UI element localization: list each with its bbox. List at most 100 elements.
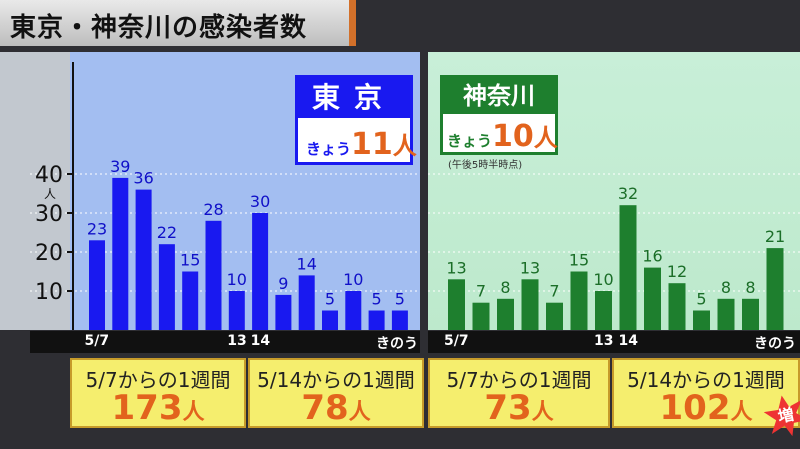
title-bar: 東京・神奈川の感染者数 xyxy=(0,0,356,46)
tokyo-today-value: 11 xyxy=(351,127,393,162)
bar-value-label: 14 xyxy=(297,254,317,273)
summary-value: 102 xyxy=(659,388,731,428)
summary-caption: 5/14からの1週間 xyxy=(627,368,785,392)
bar-value-label: 5 xyxy=(696,290,706,309)
bar xyxy=(158,244,175,330)
bar xyxy=(595,291,612,330)
bar xyxy=(497,298,514,330)
bar xyxy=(546,302,563,330)
summary-value-line: 173人 xyxy=(72,388,244,428)
bar-value-label: 12 xyxy=(667,262,687,281)
kanagawa-time-note: (午後5時半時点) xyxy=(448,160,523,171)
bar-value-label: 36 xyxy=(133,169,153,188)
bar-value-label: 5 xyxy=(325,290,335,309)
bar xyxy=(298,275,315,330)
summary-value-line: 78人 xyxy=(250,388,422,428)
tokyo-today-label: きょう xyxy=(306,140,352,158)
y-tick-label: 10 xyxy=(35,280,63,305)
bar xyxy=(766,248,784,330)
x-tick-label: 5/7 xyxy=(444,333,469,349)
bar-value-label: 32 xyxy=(618,184,638,203)
summary-caption: 5/7からの1週間 xyxy=(85,368,231,392)
x-tick-label: 14 xyxy=(618,333,638,349)
bar-value-label: 23 xyxy=(87,219,107,238)
bar-value-label: 8 xyxy=(745,278,755,297)
bar xyxy=(644,267,661,330)
y-tick-label: 40 xyxy=(35,163,63,188)
bar-value-label: 8 xyxy=(500,278,510,297)
summary-caption: 5/14からの1週間 xyxy=(257,368,415,392)
summary-unit: 人 xyxy=(730,400,753,425)
tokyo-today-line: きょう11人 xyxy=(306,126,417,162)
bar xyxy=(742,298,759,330)
bar xyxy=(112,177,129,330)
x-tick-label: きのう xyxy=(376,336,418,352)
bar-value-label: 7 xyxy=(549,282,559,301)
summary-unit: 人 xyxy=(182,400,205,425)
bar xyxy=(717,298,735,330)
kanagawa-today-line: きょう10人 xyxy=(447,118,558,154)
kanagawa-today-value: 10 xyxy=(492,119,534,154)
bar xyxy=(693,310,710,330)
summary-value-line: 73人 xyxy=(430,388,608,428)
summary-unit: 人 xyxy=(348,400,371,425)
bar xyxy=(322,310,338,330)
bar xyxy=(521,279,539,330)
kanagawa-today-unit: 人 xyxy=(533,124,558,152)
summary-value: 78 xyxy=(301,388,349,428)
bar xyxy=(89,240,105,330)
bar xyxy=(275,294,292,330)
bar-value-label: 9 xyxy=(278,274,288,293)
bar xyxy=(135,189,152,330)
bar-value-label: 10 xyxy=(343,270,363,289)
kanagawa-today-label: きょう xyxy=(447,132,493,150)
summary-value: 173 xyxy=(111,388,183,428)
bar xyxy=(619,205,637,330)
bar-value-label: 5 xyxy=(395,290,405,309)
bar xyxy=(391,310,408,330)
bar xyxy=(368,310,385,330)
bar-value-label: 13 xyxy=(520,258,540,277)
bar-value-label: 28 xyxy=(203,200,223,219)
tokyo-today-unit: 人 xyxy=(392,132,417,160)
y-unit-label: 人 xyxy=(44,187,56,201)
summary-value-line: 102人 xyxy=(614,388,798,428)
tokyo-name-label: 東京 xyxy=(298,78,410,118)
bar xyxy=(472,302,490,330)
bar-value-label: 16 xyxy=(642,247,662,266)
x-tick-label: 13 xyxy=(594,333,614,349)
kanagawa-panel: 13 7 8 13 7 15 10 32 16 12 5 8 8 21 xyxy=(428,52,800,330)
y-tick-label: 20 xyxy=(35,241,63,266)
bar-value-label: 13 xyxy=(446,258,466,277)
bar-value-label: 5 xyxy=(372,290,382,309)
summary-box: 5/14からの1週間 102人 xyxy=(612,358,800,428)
bar-value-label: 15 xyxy=(180,251,200,270)
summary-caption: 5/7からの1週間 xyxy=(446,368,592,392)
bar-value-label: 21 xyxy=(765,227,785,246)
summary-box: 5/7からの1週間 73人 xyxy=(428,358,610,428)
bar xyxy=(182,271,199,330)
x-tick-label: 14 xyxy=(250,333,271,349)
bar xyxy=(570,271,588,330)
summary-unit: 人 xyxy=(531,400,554,425)
tokyo-today-box: 東京 きょう11人 xyxy=(295,75,417,165)
x-tick-label: 13 xyxy=(227,333,247,349)
bar-value-label: 10 xyxy=(227,270,247,289)
x-tick-label: きのう xyxy=(754,336,796,352)
bar-value-label: 8 xyxy=(721,278,731,297)
bar xyxy=(252,213,269,330)
bar xyxy=(205,220,222,330)
bar-value-label: 39 xyxy=(110,157,130,176)
bar-value-label: 15 xyxy=(569,251,589,270)
x-tick-label: 5/7 xyxy=(84,333,110,349)
kanagawa-today-box: 神奈川 きょう10人 xyxy=(440,75,558,155)
bar xyxy=(228,291,245,330)
bar-value-label: 10 xyxy=(593,270,613,289)
bar xyxy=(668,283,686,330)
bar xyxy=(448,279,465,330)
summary-value: 73 xyxy=(484,388,532,428)
bar-value-label: 7 xyxy=(476,282,486,301)
summary-box: 5/14からの1週間 78人 xyxy=(248,358,424,428)
